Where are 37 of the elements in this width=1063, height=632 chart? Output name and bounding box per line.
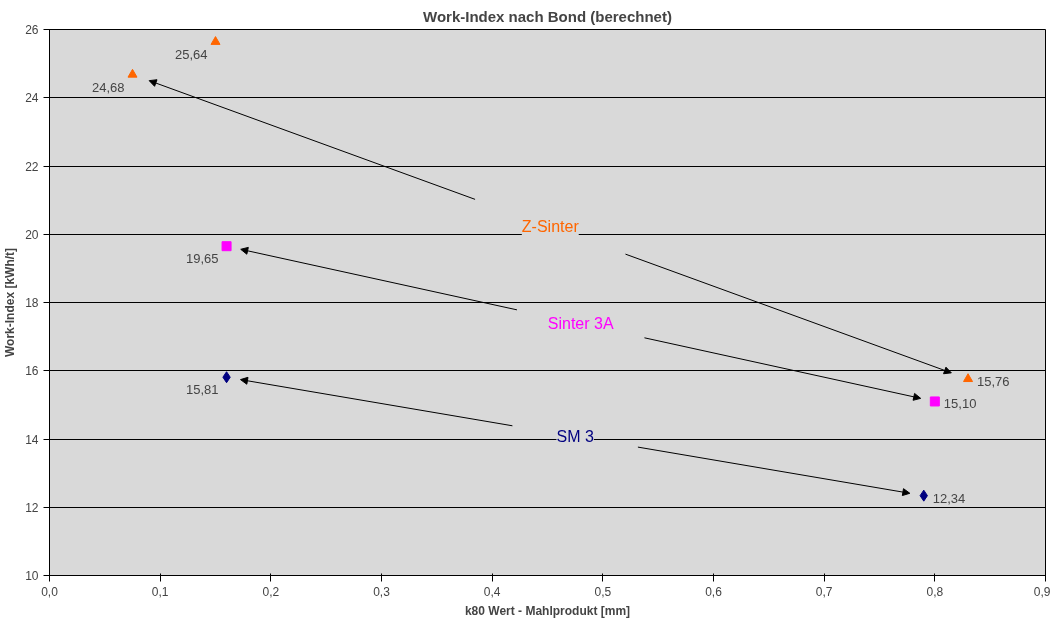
y-tick-label: 22 bbox=[25, 159, 39, 174]
text: Z-Sinter bbox=[521, 218, 580, 236]
y-tick-label: 10 bbox=[25, 569, 39, 583]
x-tick-label: 0,4 bbox=[483, 584, 501, 599]
y-axis-title: Work-Index [kWh/t] bbox=[3, 247, 18, 358]
point bbox=[127, 68, 138, 78]
data-label: 12,34 bbox=[932, 490, 966, 506]
point bbox=[210, 36, 221, 45]
x-tick-label: 0,9 bbox=[1033, 584, 1051, 599]
x-tick-label: 0,7 bbox=[815, 584, 833, 599]
x-tick-label: 0,8 bbox=[926, 584, 944, 599]
data-label: 24,68 bbox=[91, 79, 125, 95]
text: Sinter 3A bbox=[547, 315, 614, 333]
y-tick-label: 16 bbox=[25, 364, 39, 379]
y-tick-label: 18 bbox=[25, 296, 39, 310]
point bbox=[929, 396, 940, 407]
x-tick-label: 0,5 bbox=[594, 584, 612, 599]
y-tick-label: 24 bbox=[25, 91, 39, 106]
text: SM 3 bbox=[556, 427, 594, 445]
x-tick-label: 0,2 bbox=[262, 584, 280, 599]
y-tick-label: 20 bbox=[25, 227, 39, 242]
y-tick-label: 12 bbox=[25, 500, 39, 515]
y-tick-label: 26 bbox=[25, 23, 39, 37]
point bbox=[221, 241, 232, 252]
data-label: 15,10 bbox=[943, 396, 977, 412]
x-tick-label: 0,6 bbox=[705, 584, 723, 599]
chart-title: Work-Index nach Bond (berechnet) bbox=[423, 7, 672, 25]
x-axis-title: k80 Wert - Mahlprodukt [mm] bbox=[464, 603, 631, 618]
data-label: 15,81 bbox=[186, 382, 219, 398]
x-tick-label: 0,1 bbox=[151, 584, 169, 599]
point bbox=[963, 373, 974, 383]
data-label: 19,65 bbox=[186, 251, 219, 267]
y-tick-label: 14 bbox=[25, 432, 39, 447]
x-tick-label: 0,3 bbox=[373, 584, 391, 599]
x-tick-label: 0,0 bbox=[41, 584, 59, 599]
data-label: 15,76 bbox=[977, 373, 1010, 389]
data-label: 25,64 bbox=[174, 46, 208, 62]
